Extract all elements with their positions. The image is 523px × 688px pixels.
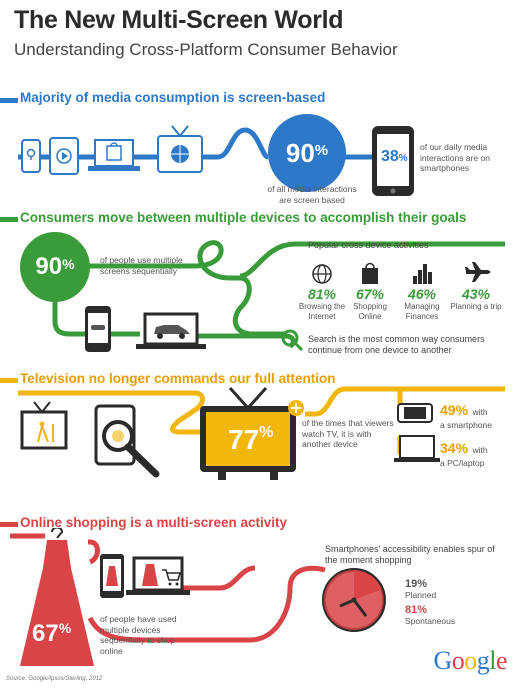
section3-heading: Television no longer commands our full a… xyxy=(20,371,336,386)
clock-icon xyxy=(322,568,386,632)
globe-icon xyxy=(312,264,332,284)
smartphone-caption: a smartphone xyxy=(440,420,492,430)
laptop-bag-icon xyxy=(88,139,140,171)
planned-label: Planned xyxy=(405,590,437,600)
section1-marker xyxy=(0,98,18,103)
section2-search-note: Search is the most common way consumers … xyxy=(308,334,485,356)
smartphone-landscape-icon xyxy=(397,403,433,423)
section3-big-caption: of the times that viewers watch TV, it i… xyxy=(302,418,394,450)
laptop-car-icon xyxy=(136,312,206,349)
section2-graphic xyxy=(52,240,505,352)
section1-big-caption: of all media interactions are screen bas… xyxy=(267,184,357,205)
phone-dress-icon xyxy=(100,554,124,598)
section1-phone-caption: of our daily media interactions are on s… xyxy=(420,142,490,174)
laptop-cart-icon xyxy=(126,556,190,595)
bar-chart-icon xyxy=(413,264,432,284)
activity-pct: 81% xyxy=(307,286,337,302)
phone-car-icon xyxy=(85,306,111,352)
source-note: Source: Google/Ipsos/Sterling, 2012 xyxy=(6,676,103,682)
section1-phone-pct-wrap: 38% xyxy=(381,148,408,166)
dress-icon xyxy=(20,528,94,666)
activity-finances: 46% Managing Finances xyxy=(394,286,450,321)
airplane-icon xyxy=(465,262,491,282)
tv-golf-icon xyxy=(20,401,68,450)
phone-map-icon xyxy=(21,139,41,173)
google-logo: Google xyxy=(433,646,507,675)
section3-big-pct-wrap: 77% xyxy=(228,424,273,456)
section4-heading: Online shopping is a multi-screen activi… xyxy=(20,515,288,530)
pc-pct: 34% xyxy=(440,440,469,456)
section4-marker xyxy=(0,522,18,527)
activity-label: Planning a trip xyxy=(450,302,502,311)
section1-big-pct-sign: % xyxy=(314,141,329,159)
tablet-play-icon xyxy=(49,137,79,175)
section4-big-pct-sign: % xyxy=(58,620,72,636)
laptop-icon xyxy=(394,435,440,462)
section1-big-pct: 90 xyxy=(285,137,315,168)
section4-big-pct: 67 xyxy=(32,620,59,647)
section1-phone-pct: 38 xyxy=(381,148,399,165)
spontaneous-stat: 81% Spontaneous xyxy=(405,604,455,627)
activity-pct: 43% xyxy=(461,286,491,302)
section4-spur-caption: Smartphones' accessibility enables spur … xyxy=(325,544,495,566)
section2-activities-title: Popular cross device activities xyxy=(308,240,429,250)
activity-label: Browsing the Internet xyxy=(298,302,346,321)
activity-label: Managing Finances xyxy=(404,302,440,321)
section3-marker xyxy=(0,378,18,383)
page-subtitle: Understanding Cross-Platform Consumer Be… xyxy=(14,40,398,59)
section3-smartphone-stat: 49% with a smartphone xyxy=(440,402,492,431)
section1-phone-pct-sign: % xyxy=(398,153,408,164)
section3-graphic xyxy=(18,386,505,480)
planned-stat: 19% Planned xyxy=(405,578,436,601)
spontaneous-pct: 81% xyxy=(405,604,428,616)
activity-trip: 43% Planning a trip xyxy=(448,286,504,312)
section1-big-circle: 90% xyxy=(268,114,346,192)
shopping-bag-icon xyxy=(362,262,378,284)
section3-big-pct-sign: % xyxy=(259,424,274,441)
section1-graphic xyxy=(18,125,414,196)
section4-graphic xyxy=(10,528,386,666)
smartphone-icon xyxy=(372,126,414,196)
spontaneous-label: Spontaneous xyxy=(405,616,456,626)
section3-pc-stat: 34% with a PC/laptop xyxy=(440,440,488,469)
section2-big-circle: 90% xyxy=(20,232,90,302)
section2-heading: Consumers move between multiple devices … xyxy=(20,210,467,225)
pc-with: with xyxy=(472,445,488,455)
activity-pct: 46% xyxy=(407,286,437,302)
section2-big-pct-sign: % xyxy=(62,256,75,272)
section1-heading: Majority of media consumption is screen-… xyxy=(20,90,326,105)
section4-big-caption: of people have used multiple devices seq… xyxy=(100,614,177,656)
magnifier-screen-icon xyxy=(94,404,160,478)
section2-big-caption: of people use multiple screens sequentia… xyxy=(100,255,183,276)
activity-pct: 67% xyxy=(355,286,385,302)
tv-ball-icon xyxy=(157,125,203,173)
section2-big-pct: 90 xyxy=(35,253,63,280)
smartphone-with: with xyxy=(472,407,488,417)
pc-caption: a PC/laptop xyxy=(440,458,485,468)
section4-big-pct-wrap: 67% xyxy=(32,620,71,648)
section3-big-pct: 77 xyxy=(228,424,260,455)
smartphone-pct: 49% xyxy=(440,402,469,418)
activity-shopping: 67% Shopping Online xyxy=(342,286,398,321)
section2-marker xyxy=(0,217,18,222)
activity-browsing: 81% Browsing the Internet xyxy=(294,286,350,321)
activity-label: Shopping Online xyxy=(353,302,387,321)
search-icon xyxy=(281,329,304,352)
big-tv-icon xyxy=(200,386,304,480)
page-title: The New Multi-Screen World xyxy=(14,6,344,34)
planned-pct: 19% xyxy=(405,578,428,590)
